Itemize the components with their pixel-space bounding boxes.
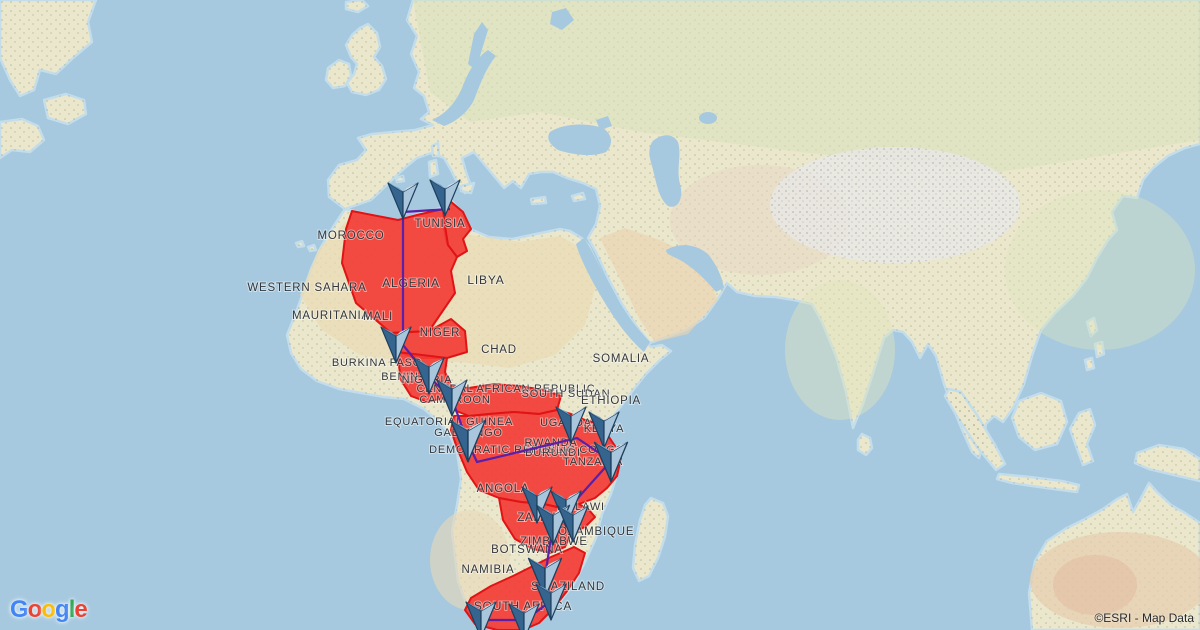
country-label: BURKINA FASO: [332, 357, 422, 369]
country-label: BOTSWANA: [491, 544, 563, 556]
country-label: NAMIBIA: [462, 564, 515, 576]
country-label: ALGERIA: [382, 276, 440, 290]
terrain-tint-layer: [300, 0, 1200, 628]
google-logo-letter: o: [41, 596, 56, 623]
country-label: CHAD: [481, 344, 517, 356]
google-logo-letter: o: [27, 596, 43, 623]
google-logo-letter: G: [10, 596, 29, 623]
country-label: MAURITANIA: [292, 310, 370, 322]
country-label: ETHIOPIA: [581, 395, 641, 407]
google-logo-letter: l: [68, 596, 76, 623]
country-algeria: [341, 208, 458, 334]
country-label: MALI: [363, 311, 393, 323]
country-label: WESTERN SAHARA: [247, 282, 366, 294]
highlighted-countries-layer[interactable]: [341, 200, 622, 630]
google-logo[interactable]: Google: [10, 596, 88, 624]
country-label: MOROCCO: [318, 230, 385, 242]
map-attribution: ©ESRI - Map Data: [1094, 611, 1194, 625]
country-label: LIBYA: [467, 273, 504, 287]
country-drc-east-africa: [450, 409, 622, 509]
country-label: BENIN: [381, 371, 419, 383]
country-label: SOMALIA: [593, 353, 650, 365]
country-label: SOUTH SUDAN: [522, 388, 611, 400]
country-label: TUNISIA: [415, 218, 466, 230]
country-label: ANGOLA: [477, 483, 530, 495]
google-logo-letter: g: [55, 596, 70, 623]
google-logo-letter: e: [74, 596, 87, 623]
country-label: NIGER: [420, 327, 460, 339]
inland-seas-layer: [432, 8, 724, 352]
country-label: BURUNDI: [525, 447, 581, 459]
